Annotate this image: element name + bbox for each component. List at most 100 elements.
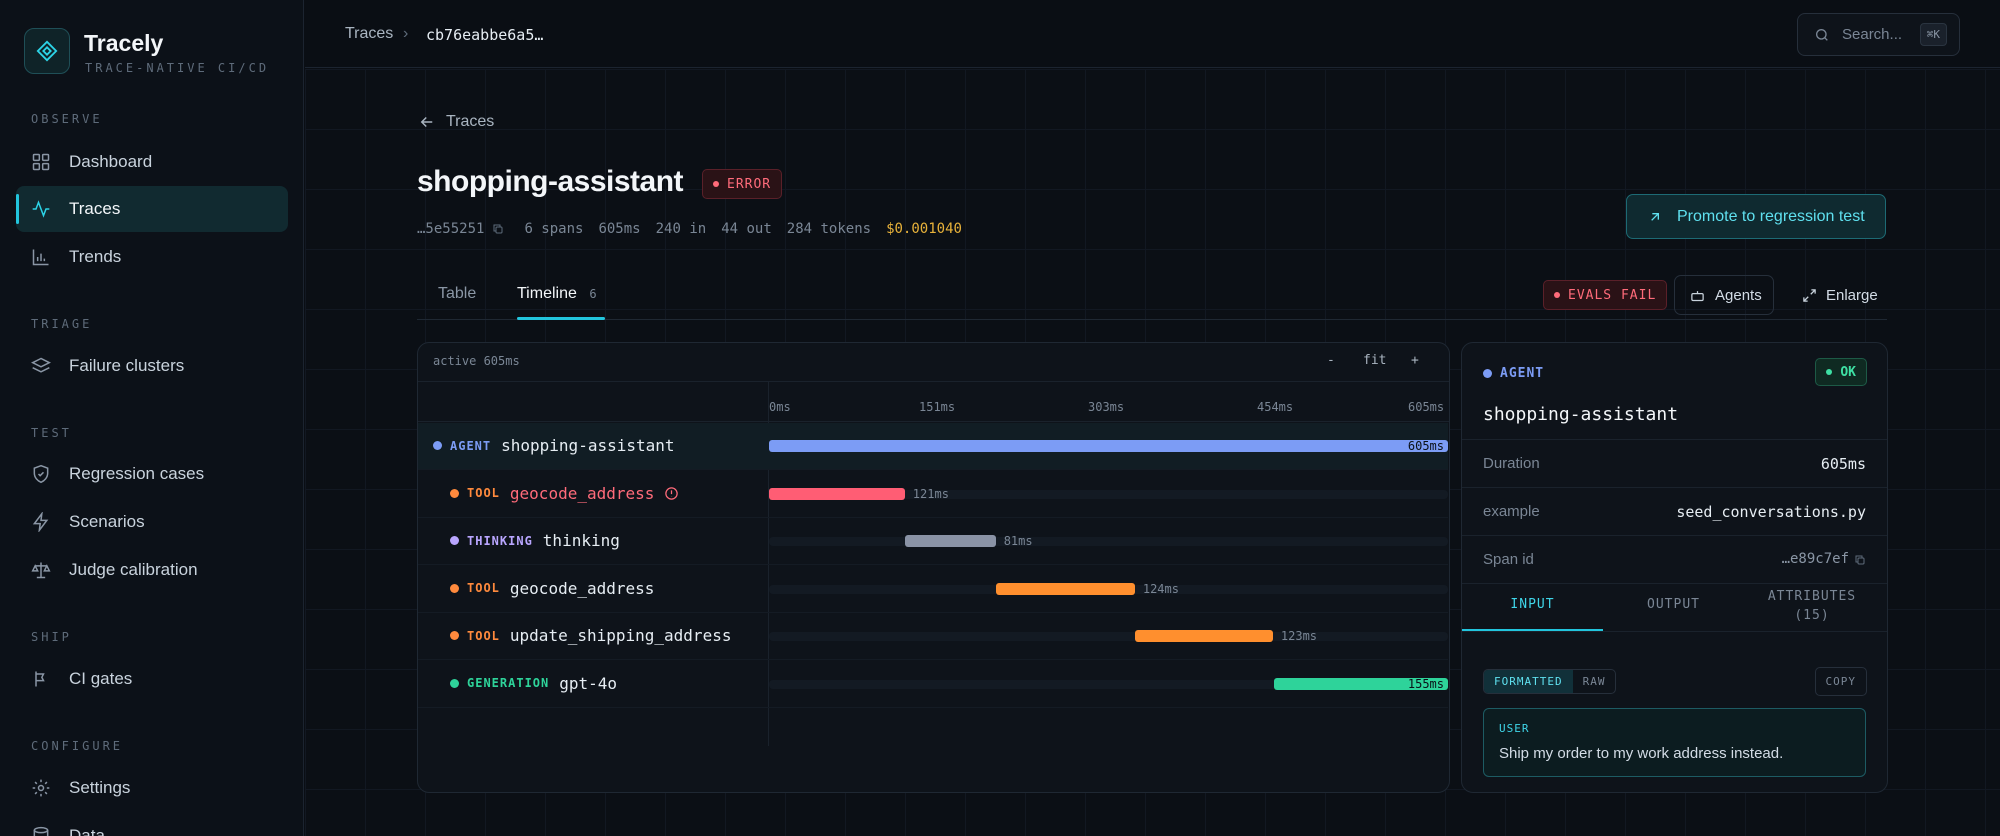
span-row[interactable]: AGENT shopping-assistant 605ms	[418, 423, 1448, 470]
section-test: TEST	[31, 426, 72, 440]
span-row[interactable]: TOOL geocode_address 121ms	[418, 471, 1448, 518]
span-bar[interactable]	[1274, 677, 1448, 690]
span-category: THINKING	[467, 533, 533, 548]
sidebar-item-settings[interactable]: Settings	[16, 765, 288, 811]
sidebar-item-traces[interactable]: Traces	[16, 186, 288, 232]
span-bar[interactable]	[904, 535, 996, 547]
sidebar-item-dashboard[interactable]: Dashboard	[16, 139, 288, 185]
sidebar-item-trends[interactable]: Trends	[16, 234, 288, 280]
field-value: seed_conversations.py	[1676, 503, 1866, 521]
span-category: TOOL	[467, 628, 500, 643]
promote-button[interactable]: Promote to regression test	[1626, 194, 1886, 239]
search-box[interactable]: Search... ⌘K	[1797, 13, 1960, 56]
diamond-logo-icon	[36, 40, 58, 62]
span-row[interactable]: GENERATION gpt-4o 155ms	[418, 661, 1448, 708]
grid-icon	[32, 153, 50, 171]
sidebar-item-scenarios[interactable]: Scenarios	[16, 499, 288, 545]
zoom-fit-button[interactable]: fit	[1363, 353, 1387, 368]
span-label: TOOL geocode_address	[450, 484, 679, 503]
brand-name: Tracely	[84, 30, 164, 56]
span-row[interactable]: TOOL update_shipping_address 123ms	[418, 613, 1448, 660]
tab-table[interactable]: Table	[438, 285, 476, 303]
database-icon	[33, 826, 49, 836]
copy-icon[interactable]	[1854, 554, 1866, 566]
detail-tab-attributes[interactable]: ATTRIBUTES (15)	[1767, 589, 1857, 623]
sidebar-item-failure-clusters[interactable]: Failure clusters	[16, 343, 288, 389]
zoom-in-button[interactable]: +	[1411, 353, 1419, 368]
section-configure: CONFIGURE	[31, 739, 124, 753]
tokens-in: 240 in	[655, 221, 707, 237]
sidebar-item-regression-cases[interactable]: Regression cases	[16, 451, 288, 497]
bolt-icon	[32, 512, 49, 532]
tokens-out: 44 out	[721, 221, 772, 237]
breadcrumb-separator: ›	[403, 25, 409, 42]
sidebar-item-judge-calibration[interactable]: Judge calibration	[16, 547, 288, 593]
span-dot	[450, 583, 459, 593]
back-link[interactable]: Traces	[418, 113, 494, 131]
axis-tick: 605ms	[1408, 400, 1445, 414]
zoom-out-button[interactable]: -	[1327, 353, 1335, 368]
span-bar[interactable]	[769, 440, 1448, 452]
tab-count: 6	[589, 287, 597, 301]
span-duration-label: 124ms	[1142, 581, 1179, 596]
span-detail-panel: AGENT OK shopping-assistant Duration 605…	[1461, 342, 1888, 793]
span-duration-label: 121ms	[912, 486, 949, 501]
span-bar[interactable]	[769, 487, 905, 500]
category-dot	[1483, 369, 1492, 378]
search-placeholder: Search...	[1842, 26, 1903, 43]
axis-divider	[418, 421, 1449, 422]
span-dot	[450, 536, 459, 545]
detail-field-duration: Duration 605ms	[1462, 439, 1887, 487]
tab-timeline[interactable]: Timeline 6	[517, 285, 597, 303]
timeline-panel: active 605ms - fit + 0ms 151ms 303ms 454…	[417, 342, 1450, 793]
name-column-divider	[768, 381, 769, 746]
active-duration: active 605ms	[433, 354, 520, 368]
detail-tab-output[interactable]: OUTPUT	[1647, 597, 1700, 612]
span-label: THINKING thinking	[450, 531, 620, 550]
detail-tab-input[interactable]: INPUT	[1510, 597, 1555, 612]
axis-tick: 0ms	[769, 400, 791, 414]
topbar: Traces › cb76eabbe6a5… Search... ⌘K	[305, 0, 2000, 68]
tab-active-indicator	[517, 317, 605, 320]
format-formatted[interactable]: FORMATTED	[1484, 670, 1573, 693]
status-text: ERROR	[727, 176, 772, 192]
bar-chart-icon	[32, 249, 49, 266]
enlarge-button[interactable]: Enlarge	[1786, 275, 1886, 315]
section-triage: TRIAGE	[31, 317, 93, 331]
agents-button[interactable]: Agents	[1674, 275, 1774, 315]
sidebar-item-label: Settings	[69, 778, 131, 797]
message-card: USER Ship my order to my work address in…	[1483, 708, 1866, 777]
message-text: Ship my order to my work address instead…	[1499, 745, 1784, 762]
scrollbar[interactable]	[1449, 528, 1450, 608]
span-row[interactable]: TOOL geocode_address 124ms	[418, 566, 1448, 613]
span-name: shopping-assistant	[501, 436, 675, 455]
sidebar-item-label: Scenarios	[69, 512, 145, 531]
evals-label: EVALS FAIL	[1568, 287, 1657, 303]
ok-badge: OK	[1815, 358, 1867, 386]
span-bar[interactable]	[995, 582, 1135, 595]
evals-fail-badge[interactable]: EVALS FAIL	[1543, 280, 1668, 310]
sidebar-item-data[interactable]: Data	[16, 813, 288, 836]
span-row[interactable]: THINKING thinking 81ms	[418, 518, 1448, 565]
category-label: AGENT	[1500, 366, 1545, 381]
span-bar[interactable]	[1134, 630, 1273, 642]
field-key: Span id	[1483, 551, 1534, 568]
copy-icon[interactable]	[492, 223, 504, 235]
sidebar-item-label: Dashboard	[69, 152, 153, 171]
format-raw[interactable]: RAW	[1582, 675, 1606, 688]
sidebar-item-ci-gates[interactable]: CI gates	[16, 656, 288, 702]
span-category: GENERATION	[467, 676, 550, 690]
gear-icon	[32, 779, 50, 797]
copy-button[interactable]: COPY	[1814, 667, 1867, 696]
span-track	[769, 489, 1448, 499]
status-dot	[713, 181, 719, 187]
error-icon	[665, 486, 679, 500]
detail-tabs-bottom-divider	[1462, 631, 1887, 632]
field-key: example	[1483, 503, 1540, 520]
span-category: AGENT	[450, 438, 492, 453]
breadcrumb-traces[interactable]: Traces	[345, 25, 394, 42]
span-duration-label: 123ms	[1280, 629, 1318, 643]
field-key: Duration	[1483, 455, 1540, 472]
logo[interactable]	[24, 28, 70, 74]
span-count: 6 spans	[524, 221, 584, 237]
